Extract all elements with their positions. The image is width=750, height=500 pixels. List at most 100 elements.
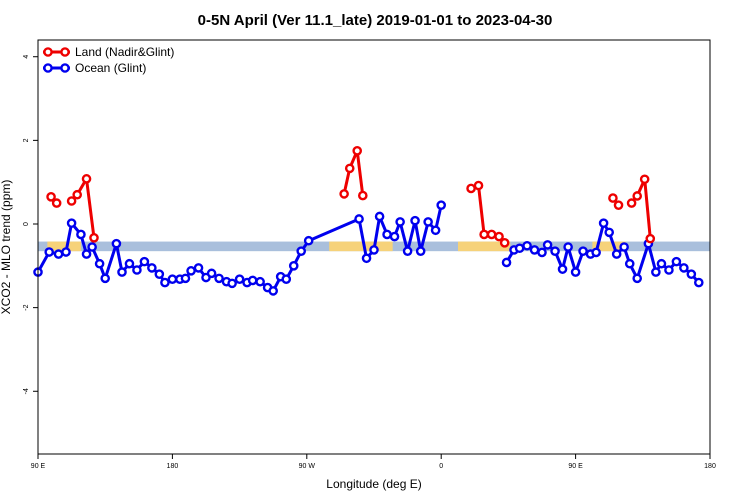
data-point (694, 277, 704, 288)
y-tick-label: 2 (23, 138, 30, 142)
plot-area (33, 146, 710, 296)
data-point (89, 232, 99, 243)
chart-title: 0-5N April (Ver 11.1_late) 2019-01-01 to… (198, 12, 553, 29)
data-point (645, 233, 656, 244)
data-point (303, 235, 314, 246)
data-point (632, 191, 643, 201)
data-point (154, 269, 165, 279)
data-point (132, 265, 142, 275)
data-point (361, 253, 372, 264)
data-point (626, 198, 637, 208)
data-point (139, 256, 150, 267)
data-point (402, 246, 413, 256)
data-point (72, 189, 82, 200)
data-point (382, 229, 392, 240)
plot-frame (37, 39, 711, 455)
data-point (268, 286, 279, 296)
data-point (671, 256, 682, 267)
data-point (354, 214, 364, 224)
legend-item: Land (Nadir&Glint) (43, 45, 174, 59)
data-point (537, 247, 547, 258)
data-point (473, 180, 484, 191)
data-point (296, 246, 307, 256)
land-band-segment (329, 241, 393, 252)
data-point (632, 273, 643, 284)
data-point (81, 249, 92, 259)
data-point (344, 163, 355, 174)
data-point (111, 238, 122, 249)
data-point (639, 174, 650, 185)
data-point (604, 227, 615, 238)
data-point (466, 183, 476, 194)
x-tick-label: 0 (439, 463, 443, 470)
data-point (389, 231, 400, 242)
data-point (557, 264, 568, 274)
data-point (598, 218, 609, 228)
data-point (550, 246, 560, 256)
x-tick-label: 180 (167, 463, 179, 470)
x-tick-label: 180 (704, 463, 716, 470)
legend-marker (43, 63, 53, 73)
data-point (619, 242, 629, 252)
land-band-segment (592, 241, 626, 252)
legend-marker (60, 47, 70, 57)
data-point (247, 275, 258, 286)
data-point (227, 278, 237, 289)
data-point (53, 249, 64, 259)
data-point (608, 193, 618, 203)
data-point (664, 265, 674, 275)
data-point (87, 242, 97, 252)
data-point (339, 189, 349, 199)
series-line (630, 177, 652, 239)
data-point (591, 247, 601, 258)
data-point (44, 247, 55, 257)
data-point (288, 261, 299, 271)
data-point (686, 269, 697, 279)
data-point (395, 217, 405, 227)
data-point (81, 174, 92, 184)
data-point (436, 200, 447, 210)
y-axis-label: XCO2 - MLO trend (ppm) (0, 180, 13, 315)
x-axis: 90 E 180 90 W 0 90 E 180 (31, 454, 716, 470)
series-line (342, 149, 365, 196)
legend-marker (60, 63, 70, 73)
data-point (563, 242, 573, 252)
data-point (61, 247, 71, 257)
data-point (410, 215, 420, 226)
data-point (415, 246, 426, 256)
data-point (234, 274, 245, 285)
data-point (499, 238, 510, 248)
data-point (494, 231, 504, 242)
series-ocean (33, 200, 704, 296)
x-tick-label: 90 E (31, 463, 46, 470)
x-tick-label: 90 W (299, 463, 316, 470)
data-point (514, 243, 525, 254)
data-point (117, 267, 127, 277)
data-point (624, 258, 635, 269)
y-axis: 4 2 0 -2 -4 (23, 55, 38, 394)
data-point (352, 146, 363, 156)
data-point (651, 267, 661, 277)
data-point (430, 225, 441, 236)
data-point (611, 249, 622, 259)
data-point (570, 267, 581, 277)
land-band-segment (47, 241, 81, 252)
data-point (522, 240, 532, 251)
data-point (46, 192, 56, 202)
series-land (46, 146, 656, 248)
y-tick-label: 4 (23, 55, 30, 59)
legend-label: Land (Nadir&Glint) (75, 45, 174, 59)
y-tick-label: -4 (23, 388, 30, 394)
data-point (186, 266, 196, 276)
data-point (124, 258, 135, 269)
data-point (679, 263, 689, 273)
data-point (423, 217, 433, 227)
data-point (486, 229, 497, 240)
data-point (160, 277, 170, 288)
data-point (66, 218, 77, 228)
data-point (542, 240, 553, 250)
data-point (76, 229, 86, 240)
data-point (147, 263, 157, 273)
data-point (167, 274, 178, 285)
legend-marker (43, 47, 53, 57)
